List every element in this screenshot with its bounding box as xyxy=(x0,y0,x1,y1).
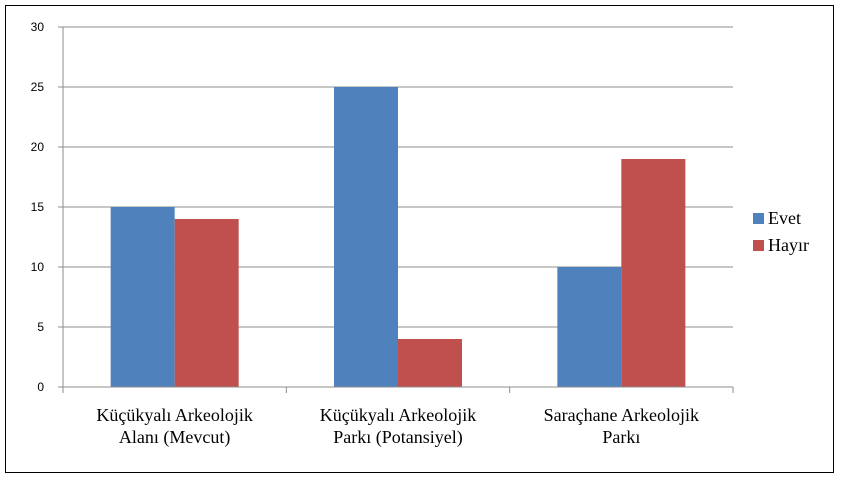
bar-hay-r xyxy=(398,339,462,387)
x-category-label: Küçükyalı Arkeolojik Alanı (Mevcut) xyxy=(96,405,252,448)
x-category-label: Saraçhane Arkeolojik Parkı xyxy=(544,405,699,447)
bar-hay-r xyxy=(621,159,686,387)
legend-swatch xyxy=(753,240,764,251)
y-tick-label: 0 xyxy=(37,380,44,394)
bar-evet xyxy=(334,87,398,387)
y-tick-label: 20 xyxy=(31,140,45,154)
legend-label: Hayır xyxy=(768,235,809,255)
legend-label: Evet xyxy=(768,208,801,228)
y-tick-label: 25 xyxy=(31,80,45,94)
bar-hay-r xyxy=(174,219,239,387)
bar-evet xyxy=(110,207,175,387)
y-tick-label: 15 xyxy=(31,200,45,214)
y-tick-label: 10 xyxy=(31,260,45,274)
y-tick-label: 30 xyxy=(31,20,45,34)
legend-swatch xyxy=(753,213,764,224)
x-category-label: Küçükyalı Arkeolojik Parkı (Potansiyel) xyxy=(320,405,476,448)
y-tick-label: 5 xyxy=(37,320,44,334)
bar-evet xyxy=(557,267,622,387)
